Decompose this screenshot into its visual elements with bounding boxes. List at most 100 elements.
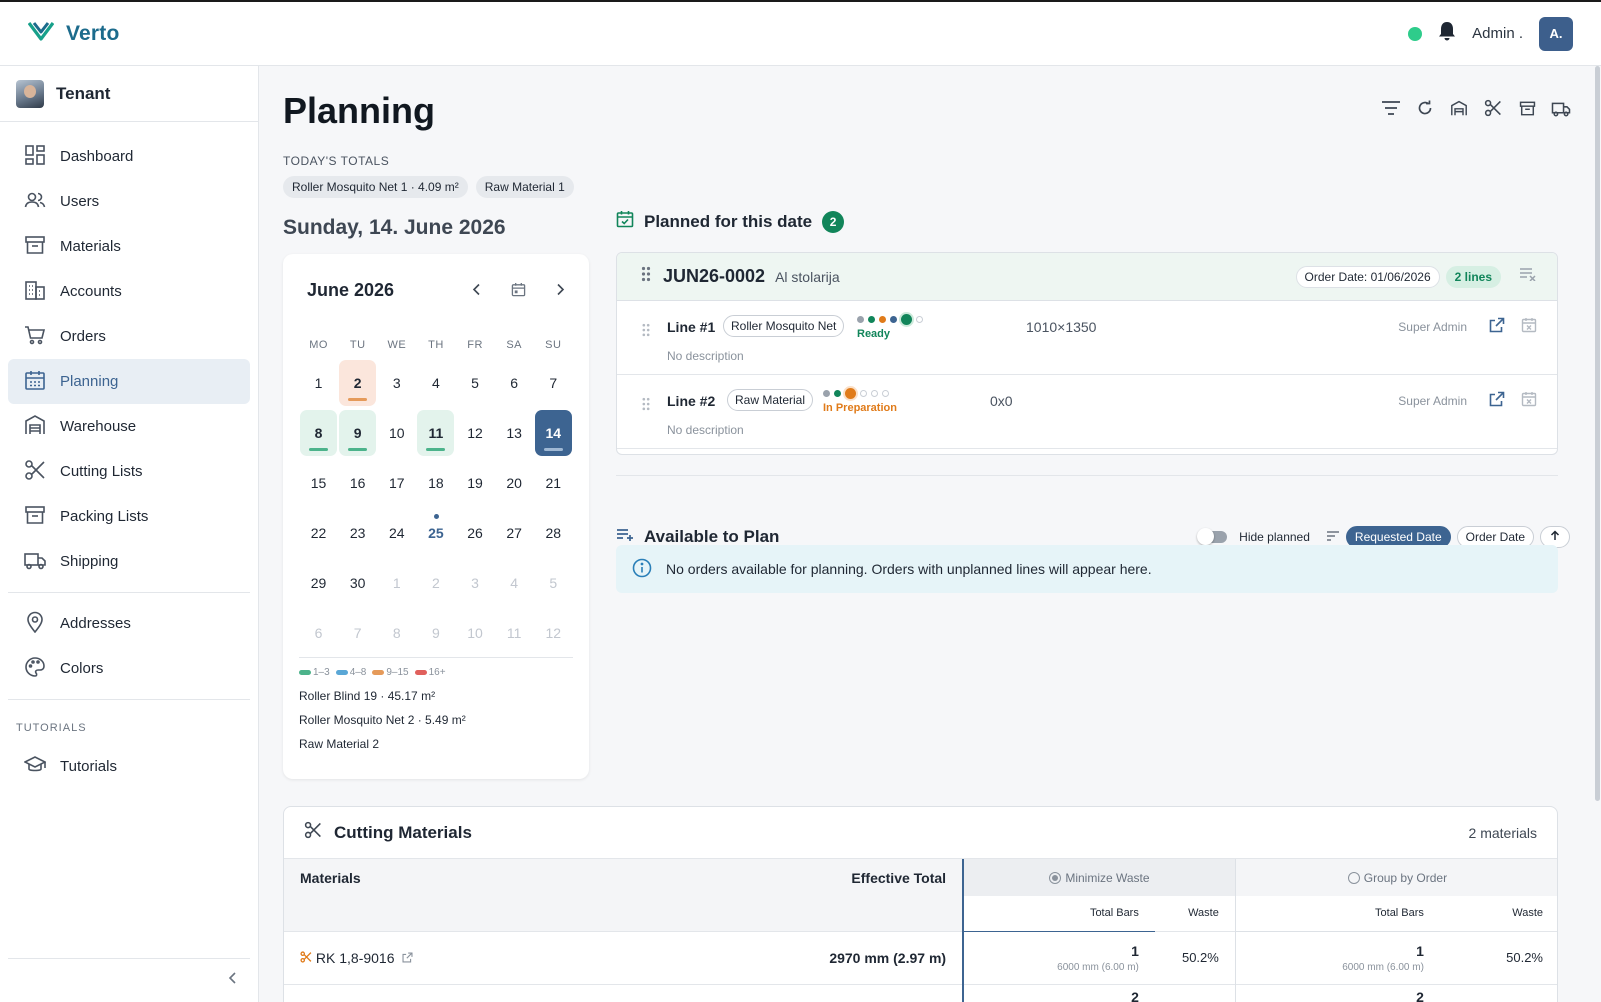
order-line[interactable]: Line #1 Roller Mosquito Net Ready 1010×1… [617, 301, 1557, 375]
sidebar-item-warehouse[interactable]: Warehouse [8, 404, 250, 449]
sort-requested-date[interactable]: Requested Date [1345, 526, 1451, 548]
calendar-day-cell: 19 [457, 460, 494, 506]
calendar-day[interactable]: 6 [495, 358, 534, 408]
sidebar-item-planning[interactable]: Planning [8, 359, 250, 404]
sidebar-item-accounts[interactable]: Accounts [8, 269, 250, 314]
calendar-today-icon[interactable] [511, 282, 526, 302]
open-external-icon[interactable] [1489, 391, 1505, 412]
refresh-icon[interactable] [1415, 98, 1435, 118]
order-line[interactable]: Line #2 Raw Material In Preparation 0x0 … [617, 375, 1557, 449]
unplan-list-icon[interactable] [1519, 267, 1537, 286]
calendar-day[interactable]: 16 [338, 458, 377, 508]
calendar-day[interactable]: 4 [416, 358, 455, 408]
bell-icon[interactable] [1438, 21, 1456, 46]
filter-icon[interactable] [1381, 98, 1401, 118]
page-scrollbar[interactable] [1593, 66, 1601, 1002]
table-row[interactable]: 2 2 [284, 983, 1557, 1002]
calendar-day[interactable]: 24 [377, 508, 416, 558]
calendar-day[interactable]: 30 [338, 558, 377, 608]
calendar-day[interactable]: 14 [534, 408, 573, 458]
sidebar-item-tutorials[interactable]: Tutorials [8, 744, 250, 789]
calendar-day[interactable]: 22 [299, 508, 338, 558]
material-name[interactable]: RK 1,8-9016 [315, 949, 395, 966]
calendar-day[interactable]: 8 [377, 608, 416, 658]
calendar-day[interactable]: 20 [495, 458, 534, 508]
calendar-day[interactable]: 15 [299, 458, 338, 508]
calendar-day-cell: 12 [535, 610, 572, 656]
calendar-day[interactable]: 2 [416, 558, 455, 608]
calendar-day[interactable]: 3 [377, 358, 416, 408]
chevron-right-icon[interactable] [556, 283, 565, 301]
calendar-day[interactable]: 1 [299, 358, 338, 408]
calendar-day[interactable]: 4 [495, 558, 534, 608]
sidebar-item-users[interactable]: Users [8, 179, 250, 224]
calendar-day[interactable]: 3 [456, 558, 495, 608]
user-name[interactable]: Admin . [1472, 25, 1523, 42]
sidebar-item-dashboard[interactable]: Dashboard [8, 134, 250, 179]
order-id[interactable]: JUN26-0002 [663, 266, 766, 286]
calendar-day[interactable]: 29 [299, 558, 338, 608]
archive-icon[interactable] [1517, 98, 1537, 118]
sidebar-item-cutting-lists[interactable]: Cutting Lists [8, 449, 250, 494]
calendar-day[interactable]: 5 [534, 558, 573, 608]
calendar-day[interactable]: 9 [338, 408, 377, 458]
truck-icon[interactable] [1551, 98, 1571, 118]
calendar-day[interactable]: 19 [456, 458, 495, 508]
scrollbar-thumb[interactable] [1595, 66, 1600, 801]
sidebar-item-addresses[interactable]: Addresses [8, 601, 250, 646]
calendar-day[interactable]: 12 [456, 408, 495, 458]
sidebar-item-orders[interactable]: Orders [8, 314, 250, 359]
open-external-icon[interactable] [402, 950, 413, 966]
order-card[interactable]: JUN26-0002 Al stolarija Order Date: 01/0… [616, 252, 1558, 455]
warehouse-icon[interactable] [1449, 98, 1469, 118]
calendar-day[interactable]: 7 [338, 608, 377, 658]
calendar-day-number: 12 [545, 625, 562, 641]
calendar-day[interactable]: 8 [299, 408, 338, 458]
calendar-day[interactable]: 17 [377, 458, 416, 508]
calendar-day[interactable]: 21 [534, 458, 573, 508]
calendar-day[interactable]: 23 [338, 508, 377, 558]
calendar-day[interactable]: 7 [534, 358, 573, 408]
sidebar-collapse-button[interactable] [8, 958, 250, 1002]
open-external-icon[interactable] [1489, 317, 1505, 338]
mode-group-by-order[interactable]: Group by Order [1234, 859, 1557, 896]
avatar[interactable]: A. [1539, 16, 1573, 51]
drag-handle-icon[interactable] [641, 323, 651, 342]
calendar-day[interactable]: 9 [416, 608, 455, 658]
calendar-day[interactable]: 11 [495, 608, 534, 658]
hide-planned-toggle[interactable] [1197, 528, 1228, 545]
sort-order-date[interactable]: Order Date [1456, 526, 1534, 548]
mode-minimize-waste[interactable]: Minimize Waste [962, 859, 1236, 896]
calendar-day[interactable]: 10 [456, 608, 495, 658]
calendar-day[interactable]: 12 [534, 608, 573, 658]
drag-handle-icon[interactable] [641, 266, 651, 287]
calendar-remove-icon[interactable] [1521, 391, 1537, 412]
sidebar-item-label: Tutorials [60, 758, 117, 775]
table-row[interactable]: RK 1,8-9016 2970 mm (2.97 m) 1 6000 mm (6… [284, 930, 1557, 984]
sidebar-item-packing-lists[interactable]: Packing Lists [8, 494, 250, 539]
calendar-day[interactable]: 26 [456, 508, 495, 558]
sidebar-item-materials[interactable]: Materials [8, 224, 250, 269]
calendar-day[interactable]: 18 [416, 458, 455, 508]
calendar-day[interactable]: 13 [495, 408, 534, 458]
tenant-switcher[interactable]: Tenant [0, 66, 258, 122]
calendar-day[interactable]: 1 [377, 558, 416, 608]
calendar-day[interactable]: 25 [416, 508, 455, 558]
brand[interactable]: Verto [27, 21, 120, 46]
calendar-day[interactable]: 11 [416, 408, 455, 458]
calendar-day-cell: 4 [496, 560, 533, 606]
sidebar-item-shipping[interactable]: Shipping [8, 539, 250, 584]
calendar-day[interactable]: 2 [338, 358, 377, 408]
calendar-remove-icon[interactable] [1521, 317, 1537, 338]
calendar-day[interactable]: 27 [495, 508, 534, 558]
sidebar-item-colors[interactable]: Colors [8, 646, 250, 691]
chevron-left-icon[interactable] [472, 283, 481, 301]
calendar-day[interactable]: 28 [534, 508, 573, 558]
calendar-day[interactable]: 5 [456, 358, 495, 408]
calendar-day[interactable]: 6 [299, 608, 338, 658]
brand-name: Verto [66, 21, 120, 45]
drag-handle-icon[interactable] [641, 397, 651, 416]
calendar-day[interactable]: 10 [377, 408, 416, 458]
scissors-icon[interactable] [1483, 98, 1503, 118]
todays-totals-caption: TODAY'S TOTALS [283, 154, 390, 168]
